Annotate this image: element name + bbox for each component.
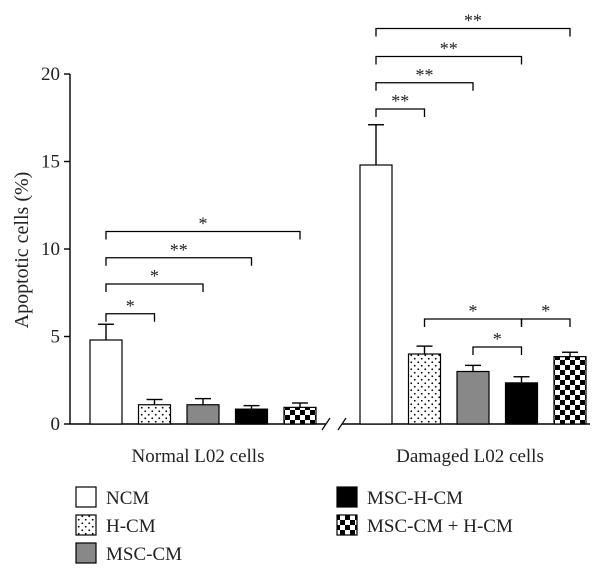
axis-break-mark: [337, 417, 347, 431]
bar-msc-cm-plus-h-cm: [283, 406, 317, 425]
legend-swatch-ncm: [75, 486, 97, 508]
significance-bracket: [105, 283, 204, 292]
legend-swatch-h-cm: [75, 514, 97, 536]
significance-bracket: [105, 230, 301, 240]
bar-ncm: [359, 164, 393, 425]
significance-brackets: ************** **: [105, 11, 571, 355]
significance-label: *: [493, 329, 502, 349]
significance-bracket: [375, 108, 426, 117]
legend-item-msc-cm: MSC-CM: [75, 542, 182, 565]
significance-label: **: [391, 91, 409, 111]
significance-label: **: [170, 240, 188, 260]
y-tick-label: 20: [41, 64, 60, 85]
legend-label-msc-h-cm: MSC-H-CM: [367, 488, 463, 509]
y-tick-label: 0: [51, 414, 61, 435]
y-tick-label: 5: [51, 327, 61, 348]
legend-item-h-cm: H-CM: [75, 514, 156, 537]
bar-h-cm: [137, 404, 172, 425]
significance-bracket: [105, 313, 156, 322]
significance-bracket: [472, 346, 523, 355]
legend: NCM H-CM MSC-CM MSC-H-CM MSC-CM + H-CM: [75, 486, 513, 565]
legend-label-h-cm: H-CM: [106, 516, 156, 537]
significance-bracket: [375, 82, 474, 91]
group-label-normal: Normal L02 cells: [132, 446, 265, 467]
significance-label: *: [199, 214, 208, 234]
significance-label: *: [126, 296, 135, 316]
legend-label-msc-cm-plus-h-cm: MSC-CM + H-CM: [367, 516, 513, 537]
legend-item-msc-h-cm: MSC-H-CM: [336, 486, 463, 509]
bar-msc-cm-plus-h-cm: [553, 356, 587, 425]
significance-bracket: [520, 318, 571, 327]
bar-h-cm: [407, 353, 442, 425]
significance-bracket: [375, 55, 523, 65]
significance-label: *: [150, 266, 159, 286]
legend-swatch-msc-h-cm: [336, 486, 358, 508]
significance-label: **: [440, 39, 458, 59]
bar-ncm: [89, 339, 123, 425]
axis-break-mark: [321, 417, 331, 431]
bar-msc-h-cm: [234, 408, 269, 425]
bars: [89, 124, 587, 425]
axes: 0 5 10 15 20: [41, 64, 590, 435]
bar-msc-cm: [456, 370, 490, 425]
legend-swatch-msc-cm-plus-h-cm: [336, 514, 358, 536]
legend-label-msc-cm: MSC-CM: [106, 544, 182, 565]
significance-label: *: [541, 301, 550, 321]
y-tick-label: 10: [41, 239, 60, 260]
bar-msc-h-cm: [504, 382, 539, 425]
bar-msc-cm: [186, 404, 220, 425]
group-label-damaged: Damaged L02 cells: [396, 446, 544, 467]
significance-bracket: [375, 27, 571, 37]
legend-label-ncm: NCM: [106, 488, 149, 509]
significance-bracket: [105, 257, 253, 266]
significance-label: **: [416, 65, 434, 85]
y-tick-label: 15: [41, 152, 60, 173]
legend-item-ncm: NCM: [75, 486, 149, 509]
significance-label: *: [469, 301, 478, 321]
y-axis-title: Apoptotic cells (%): [11, 172, 33, 329]
legend-swatch-msc-cm: [75, 542, 97, 564]
legend-item-msc-cm-plus-h-cm: MSC-CM + H-CM: [336, 514, 513, 537]
significance-label: **: [464, 11, 482, 31]
